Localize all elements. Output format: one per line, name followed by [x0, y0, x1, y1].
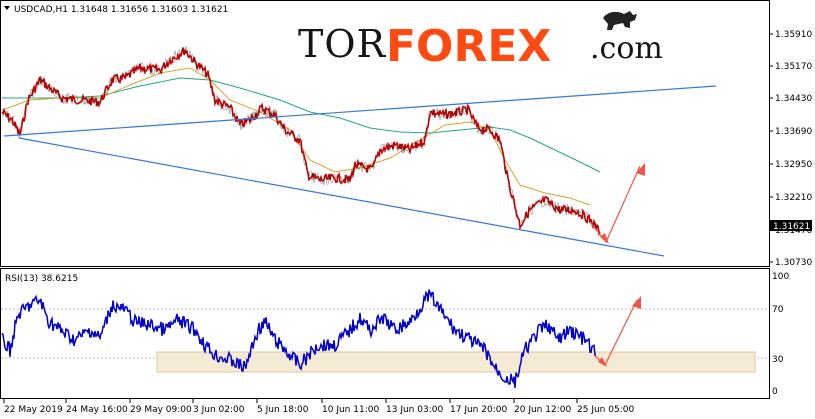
bull-logo-icon	[603, 11, 637, 30]
rsi-arrow-head-down-icon	[598, 357, 607, 367]
time-tick-label: 5 Jun 18:00	[257, 405, 309, 415]
forecast-arrow-main	[589, 165, 641, 244]
price-panel[interactable]	[0, 0, 770, 267]
rsi-tick-label: 30	[772, 355, 784, 365]
logo-com-text: .com	[590, 31, 663, 66]
arrow-head-down-icon	[600, 233, 609, 244]
trendline-upper[interactable]	[3, 85, 717, 137]
rsi-tick-label: 70	[772, 305, 784, 315]
price-tick-label: 1.35910	[775, 30, 812, 40]
price-tick-label: 1.30730	[775, 258, 812, 268]
rsi-arrow-head-up-icon	[632, 296, 641, 309]
moving-average-fast	[1, 67, 591, 206]
price-tick-label: 1.35170	[775, 62, 812, 72]
price-axis: 1.35910 1.35170 1.34430 1.33690 1.32950 1.322…	[769, 30, 812, 268]
time-axis: 22 May 2019 24 May 16:00 29 May 09:00 3 Jun…	[3, 399, 634, 415]
time-tick-label: 24 May 16:00	[66, 405, 128, 415]
price-tick-label: 1.32210	[775, 193, 812, 203]
chart-title: USDCAD,H1 1.31648 1.31656 1.31603 1.3162…	[14, 5, 228, 15]
time-tick-label: 10 Jun 11:00	[322, 405, 379, 415]
current-price-badge	[770, 220, 812, 231]
logo-forex-text: FOREX	[386, 21, 551, 72]
price-wicks	[1, 46, 601, 233]
current-price-label: 1.31621	[773, 222, 810, 232]
time-tick-label: 29 May 09:00	[130, 405, 192, 415]
rsi-tick-label: 0	[772, 387, 778, 397]
logo-tor-text: TOR	[298, 22, 386, 66]
price-tick-label: 1.32950	[775, 160, 812, 170]
price-tick-label: 1.33690	[775, 127, 812, 137]
rsi-axis: 100 70 30 0	[772, 272, 789, 397]
time-tick-label: 13 Jun 03:00	[386, 405, 443, 415]
price-tick-label: 1.34430	[775, 94, 812, 104]
rsi-title: RSI(13) 38.6215	[5, 274, 78, 284]
time-tick-label: 20 Jun 12:00	[514, 405, 571, 415]
time-tick-label: 25 Jun 05:00	[577, 405, 634, 415]
time-tick-label: 3 Jun 02:00	[193, 405, 245, 415]
symbol-dropdown-icon[interactable]	[4, 6, 10, 10]
time-tick-label: 22 May 2019	[4, 405, 63, 415]
trendline-lower[interactable]	[18, 137, 665, 257]
time-tick-label: 17 Jun 20:00	[450, 405, 507, 415]
rsi-panel[interactable]	[0, 268, 770, 399]
arrow-head-up-icon	[636, 163, 645, 176]
rsi-line	[1, 289, 596, 388]
rsi-tick-label: 100	[772, 272, 789, 282]
